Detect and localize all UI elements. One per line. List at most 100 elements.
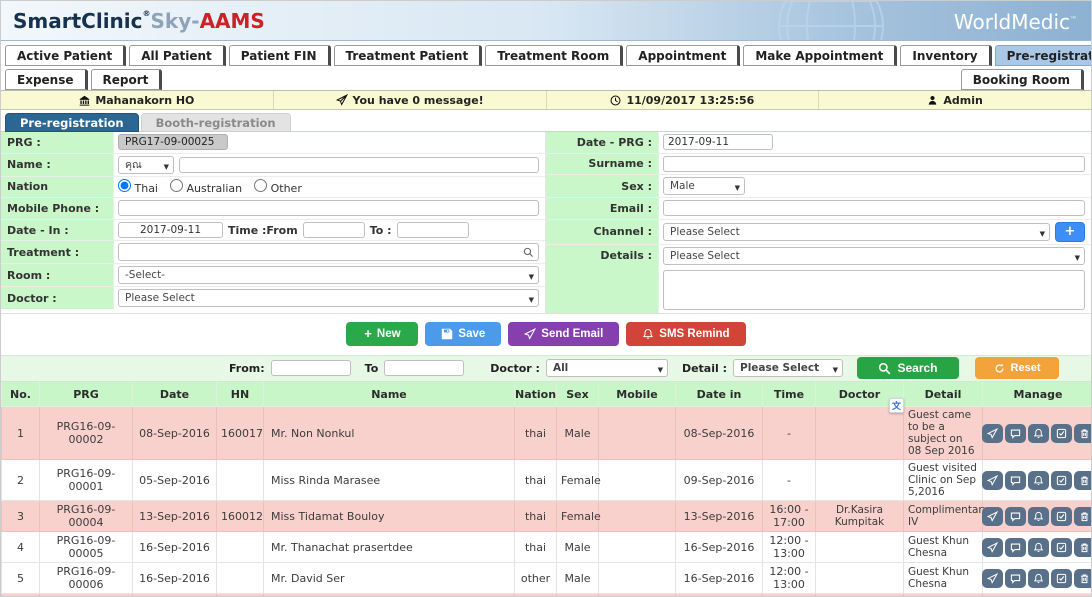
menu-tab-treatment-patient[interactable]: Treatment Patient xyxy=(333,45,483,66)
brand-header: SmartClinic®Sky-AAMS WorldMedic™ xyxy=(1,1,1091,41)
sms-remind-button[interactable]: SMS Remind xyxy=(626,321,746,346)
edit-button[interactable] xyxy=(1050,423,1072,443)
cell-nation: thai xyxy=(514,459,557,502)
menu-tab-make-appointment[interactable]: Make Appointment xyxy=(743,45,898,66)
menu-tab-all-patient[interactable]: All Patient xyxy=(129,45,226,66)
email-input[interactable] xyxy=(663,200,1085,217)
to-label: To xyxy=(364,361,379,375)
time-to-input[interactable] xyxy=(396,222,469,239)
surname-input[interactable] xyxy=(663,155,1085,172)
table-row: 1 PRG16-09-00002 08-Sep-2016 160017 Mr. Non … xyxy=(1,398,1091,461)
details-select[interactable]: Please Select ▼ xyxy=(663,246,1085,265)
channel-select[interactable]: Please Select ▼ xyxy=(663,222,1050,241)
column-header-mobile: Mobile xyxy=(598,381,676,408)
send-button[interactable] xyxy=(981,506,1003,526)
form-action-buttons: + New Save Send Email SMS Remind xyxy=(1,313,1091,355)
filter-to-input[interactable] xyxy=(384,360,465,377)
bell-icon xyxy=(1033,511,1043,521)
send-icon xyxy=(986,572,998,584)
sex-select[interactable]: Male ▼ xyxy=(663,177,745,196)
comment-button[interactable] xyxy=(1004,423,1026,443)
send-button[interactable] xyxy=(981,423,1003,443)
time-from-input[interactable] xyxy=(302,222,365,239)
new-button[interactable]: + New xyxy=(346,321,419,346)
nation-radio-australian[interactable] xyxy=(169,178,183,192)
room-select[interactable]: -Select- ▼ xyxy=(118,266,539,285)
table-row: 6PRG16-09-0000919-Sep-2016160025Miss. Na… xyxy=(1,593,1091,596)
subtab-pre-registration[interactable]: Pre-registration xyxy=(5,113,139,132)
doctor-select[interactable]: Please Select ▼ xyxy=(118,289,539,308)
name-input[interactable] xyxy=(179,156,539,173)
details-textarea[interactable] xyxy=(663,269,1085,310)
message-status[interactable]: You have 0 message! xyxy=(274,91,547,109)
menu-tab-report[interactable]: Report xyxy=(90,69,163,90)
comment-button[interactable] xyxy=(1004,470,1026,490)
bell-button[interactable] xyxy=(1027,568,1049,588)
menu-tab-active-patient[interactable]: Active Patient xyxy=(5,45,127,66)
save-button[interactable]: Save xyxy=(425,321,502,346)
delete-button[interactable] xyxy=(1073,423,1091,443)
edit-button[interactable] xyxy=(1050,470,1072,490)
menu-row-1: Active Patient All Patient Patient FIN Trea… xyxy=(5,43,1091,66)
send-button[interactable] xyxy=(981,470,1003,490)
comment-button[interactable] xyxy=(1004,537,1026,557)
menu-tab-pre-registration[interactable]: Pre-registration xyxy=(994,45,1091,66)
bell-button[interactable] xyxy=(1027,423,1049,443)
name-prefix-select[interactable]: คุณ ▼ xyxy=(118,155,174,174)
delete-icon xyxy=(1080,476,1088,485)
user-status[interactable]: Admin xyxy=(819,91,1091,109)
bell-button[interactable] xyxy=(1027,537,1049,557)
bell-button[interactable] xyxy=(1027,506,1049,526)
comment-icon xyxy=(1010,429,1020,439)
menu-tab-inventory[interactable]: Inventory xyxy=(900,45,992,66)
mobile-input[interactable] xyxy=(118,200,539,217)
search-button[interactable]: Search xyxy=(857,357,959,380)
menu-tab-treatment-room[interactable]: Treatment Room xyxy=(485,45,624,66)
menu-tab-expense[interactable]: Expense xyxy=(5,69,88,90)
cell-doctor xyxy=(815,459,904,502)
cell-no: 3 xyxy=(1,500,40,533)
filter-doctor-select[interactable]: All ▼ xyxy=(545,359,668,378)
logo-part-smartclinic: SmartClinic xyxy=(13,9,143,33)
edit-button[interactable] xyxy=(1050,506,1072,526)
send-email-button[interactable]: Send Email xyxy=(508,321,620,346)
clock-icon xyxy=(610,95,621,105)
cell-name: Mr. David Ser xyxy=(263,562,515,595)
send-button[interactable] xyxy=(981,568,1003,588)
bell-icon xyxy=(643,328,654,339)
date-in-input[interactable] xyxy=(118,222,223,239)
registration-subtabs: Pre-registration Booth-registration xyxy=(1,110,1091,132)
treatment-input[interactable] xyxy=(118,243,539,262)
menu-tab-appointment[interactable]: Appointment xyxy=(626,45,741,66)
main-menu: Active Patient All Patient Patient FIN Trea… xyxy=(1,41,1091,91)
add-channel-button[interactable]: + xyxy=(1055,221,1085,242)
table-row: 4 PRG16-09-00005 16-Sep-2016 Mr. Thanachat … xyxy=(1,531,1091,564)
delete-button[interactable] xyxy=(1073,568,1091,588)
filter-detail-select[interactable]: Please Select ▼ xyxy=(733,359,843,378)
bell-button[interactable] xyxy=(1027,470,1049,490)
send-button[interactable] xyxy=(981,537,1003,557)
comment-button[interactable] xyxy=(1004,568,1026,588)
reset-button[interactable]: Reset xyxy=(975,357,1059,380)
menu-tab-patient-fin[interactable]: Patient FIN xyxy=(228,45,331,66)
nation-option-australian[interactable]: Australian xyxy=(169,178,242,195)
date-prg-label: Date - PRG : xyxy=(546,132,659,153)
nation-option-other[interactable]: Other xyxy=(254,178,302,195)
date-prg-input[interactable] xyxy=(663,134,773,151)
edit-button[interactable] xyxy=(1050,537,1072,557)
comment-button[interactable] xyxy=(1004,506,1026,526)
delete-button[interactable] xyxy=(1073,506,1091,526)
nation-option-thai[interactable]: Thai xyxy=(118,178,158,195)
cell-detail: Guest Khun Chesna xyxy=(903,562,983,595)
nation-radio-other[interactable] xyxy=(254,178,268,192)
translate-icon[interactable]: 文 xyxy=(889,398,904,414)
delete-button[interactable] xyxy=(1073,470,1091,490)
user-name: Admin xyxy=(943,93,983,107)
nation-radio-thai[interactable] xyxy=(118,178,131,192)
edit-button[interactable] xyxy=(1050,568,1072,588)
filter-from-input[interactable] xyxy=(270,360,351,377)
chevron-down-icon: ▼ xyxy=(832,366,838,375)
menu-tab-booking-room[interactable]: Booking Room xyxy=(960,69,1084,90)
delete-button[interactable] xyxy=(1073,537,1091,557)
subtab-booth-registration[interactable]: Booth-registration xyxy=(140,113,291,132)
